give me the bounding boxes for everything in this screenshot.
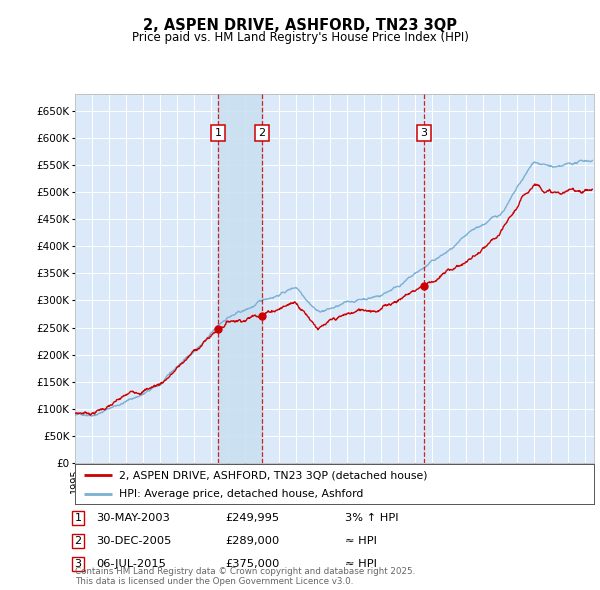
Text: 3: 3 [421,128,428,138]
Text: £289,000: £289,000 [225,536,279,546]
Text: 3% ↑ HPI: 3% ↑ HPI [345,513,398,523]
Text: ≈ HPI: ≈ HPI [345,536,377,546]
Text: 2, ASPEN DRIVE, ASHFORD, TN23 3QP: 2, ASPEN DRIVE, ASHFORD, TN23 3QP [143,18,457,32]
Text: £249,995: £249,995 [225,513,279,523]
Text: 1: 1 [74,513,82,523]
Bar [218,94,262,463]
Text: 3: 3 [74,559,82,569]
Text: 1: 1 [215,128,221,138]
Text: Price paid vs. HM Land Registry's House Price Index (HPI): Price paid vs. HM Land Registry's House … [131,31,469,44]
Text: HPI: Average price, detached house, Ashford: HPI: Average price, detached house, Ashf… [119,489,364,499]
Text: 2, ASPEN DRIVE, ASHFORD, TN23 3QP (detached house): 2, ASPEN DRIVE, ASHFORD, TN23 3QP (detac… [119,470,428,480]
Text: £375,000: £375,000 [225,559,280,569]
Text: 2: 2 [74,536,82,546]
Text: Contains HM Land Registry data © Crown copyright and database right 2025.
This d: Contains HM Land Registry data © Crown c… [75,567,415,586]
Text: 06-JUL-2015: 06-JUL-2015 [96,559,166,569]
Text: 30-DEC-2005: 30-DEC-2005 [96,536,172,546]
Text: 2: 2 [259,128,266,138]
Text: ≈ HPI: ≈ HPI [345,559,377,569]
Text: 30-MAY-2003: 30-MAY-2003 [96,513,170,523]
